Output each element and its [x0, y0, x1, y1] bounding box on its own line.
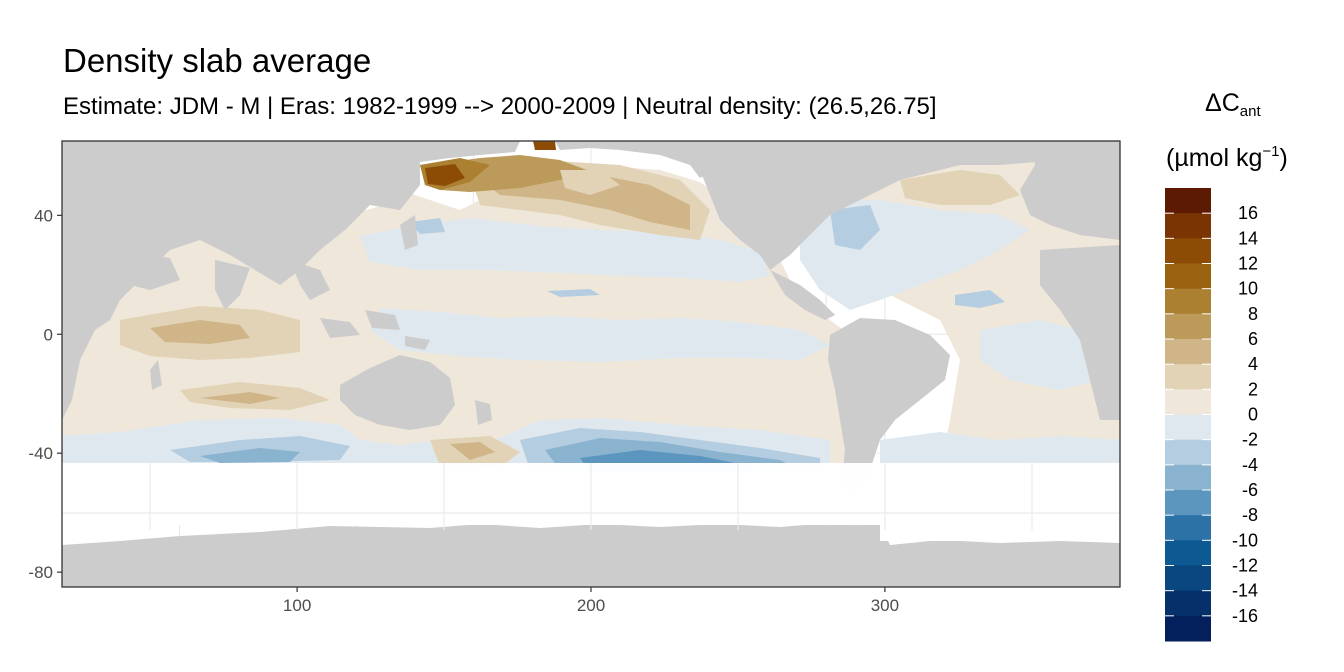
y-tick-label: 40 [34, 206, 53, 225]
legend-label: 14 [1238, 228, 1258, 248]
legend-label: 12 [1238, 254, 1258, 274]
legend-label: 6 [1248, 329, 1258, 349]
legend-swatch [1165, 339, 1211, 365]
antarctica-land [62, 522, 1120, 587]
legend-label: -10 [1232, 530, 1258, 550]
legend-swatch [1165, 238, 1211, 264]
x-tick-label: 300 [871, 596, 899, 615]
y-axis: 40 0 -40 -80 [28, 206, 62, 582]
chart-subtitle: Estimate: JDM - M | Eras: 1982-1999 --> … [63, 93, 937, 120]
y-tick-label: -80 [28, 563, 53, 582]
legend-swatch [1165, 389, 1211, 415]
legend-label: 2 [1248, 379, 1258, 399]
legend-label: -4 [1242, 455, 1258, 475]
legend-swatch [1165, 288, 1211, 315]
legend-unit-suffix: ) [1279, 144, 1288, 172]
legend-unit-prefix: (µmol kg [1166, 144, 1263, 172]
legend-title: ΔCant [1205, 88, 1261, 127]
legend-labels: 16 14 12 10 8 6 4 2 0 -2 -4 -6 -8 -10 -12 -14 -16 [1232, 203, 1258, 626]
legend-label: 10 [1238, 279, 1258, 299]
legend-swatch [1165, 364, 1211, 390]
legend-title-sub: ant [1239, 103, 1261, 120]
no-data-band-right [880, 463, 1120, 541]
legend-colorbar [1165, 188, 1211, 642]
legend-label: 16 [1238, 203, 1258, 223]
legend-label: -2 [1242, 430, 1258, 450]
legend-unit: (µmol kg−1) [1166, 137, 1288, 173]
legend-swatch [1165, 565, 1211, 592]
land-masses [62, 141, 1120, 500]
legend-label: 4 [1248, 354, 1258, 374]
legend-swatch [1165, 464, 1211, 491]
chart-title: Density slab average [63, 42, 372, 79]
legend-swatch [1165, 540, 1211, 566]
legend-swatch [1165, 188, 1211, 214]
legend-label: -6 [1242, 480, 1258, 500]
legend-swatch [1165, 590, 1211, 617]
legend-swatch [1165, 615, 1211, 642]
legend-swatch [1165, 490, 1211, 516]
legend-swatch [1165, 313, 1211, 340]
legend-swatch [1165, 439, 1211, 466]
band-gridlines [62, 463, 1120, 530]
legend-swatch [1165, 414, 1211, 441]
legend-swatch [1165, 213, 1211, 239]
legend-label: -14 [1232, 581, 1258, 601]
legend-label: 8 [1248, 304, 1258, 324]
legend-unit-sup: −1 [1262, 143, 1280, 160]
legend-label: -16 [1232, 606, 1258, 626]
x-tick-label: 100 [283, 596, 311, 615]
y-tick-label: 0 [44, 325, 53, 344]
legend-label: -8 [1242, 505, 1258, 525]
y-tick-label: -40 [28, 444, 53, 463]
legend-label: 0 [1248, 405, 1258, 425]
legend-swatch [1165, 515, 1211, 541]
legend-swatch [1165, 263, 1211, 290]
x-tick-label: 200 [577, 596, 605, 615]
legend-title-main: ΔC [1205, 89, 1240, 117]
legend-label: -12 [1232, 556, 1258, 576]
x-axis: 100 200 300 [283, 587, 899, 615]
